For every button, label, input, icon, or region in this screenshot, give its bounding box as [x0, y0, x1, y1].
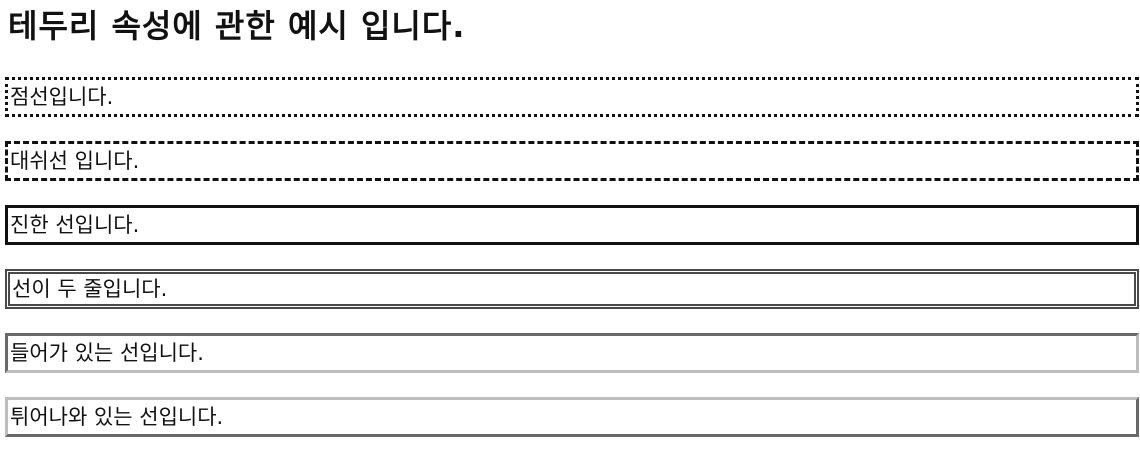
solid-border-label: 진한 선입니다.	[10, 212, 140, 237]
dotted-border-label: 점선입니다.	[10, 84, 114, 109]
dashed-border-box: 대쉬선 입니다.	[5, 141, 1139, 181]
dotted-border-box: 점선입니다.	[5, 77, 1139, 117]
outset-border-box: 튀어나와 있는 선입니다.	[5, 397, 1139, 437]
double-border-label: 선이 두 줄입니다.	[12, 276, 168, 301]
dashed-border-label: 대쉬선 입니다.	[10, 148, 140, 173]
inset-border-label: 들어가 있는 선입니다.	[10, 340, 204, 365]
outset-border-label: 튀어나와 있는 선입니다.	[10, 404, 224, 429]
page-title: 테두리 속성에 관한 예시 입니다.	[8, 7, 466, 45]
double-border-box: 선이 두 줄입니다.	[5, 269, 1139, 309]
inset-border-box: 들어가 있는 선입니다.	[5, 333, 1139, 373]
solid-border-box: 진한 선입니다.	[5, 205, 1139, 245]
